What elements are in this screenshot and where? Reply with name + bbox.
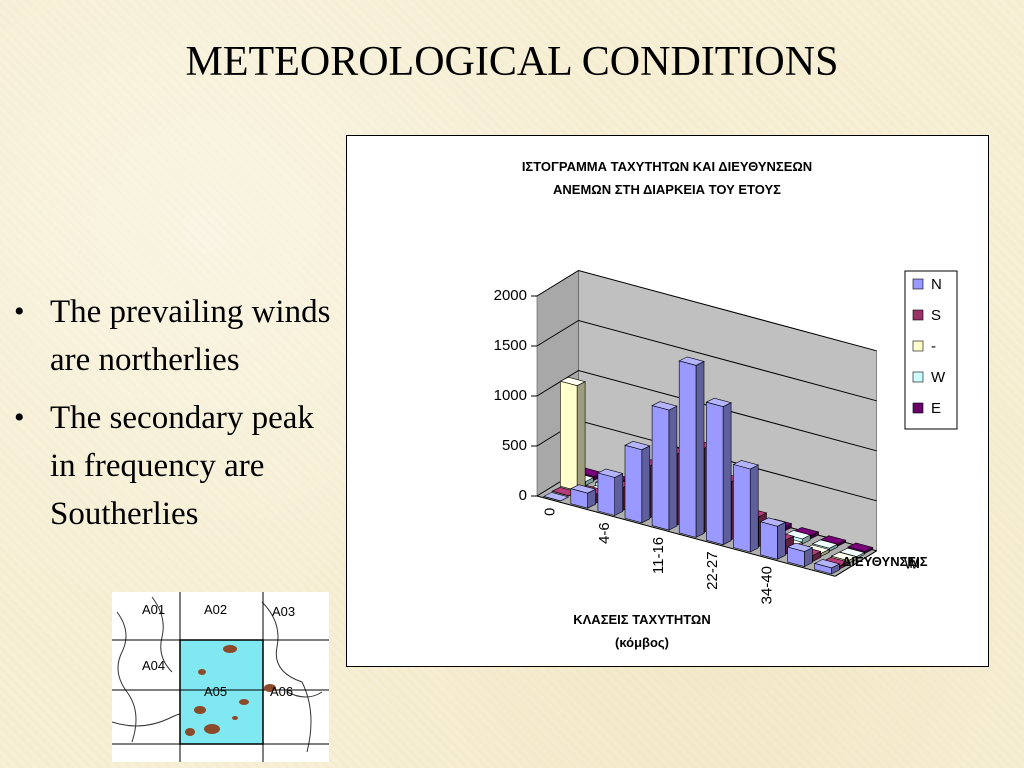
map-label: A06 <box>270 684 293 699</box>
bar-front <box>787 546 805 567</box>
bar-front <box>733 464 751 553</box>
bar-N-34-40 <box>759 517 787 560</box>
map-label: A04 <box>142 658 165 673</box>
legend-label: N <box>931 276 942 293</box>
bar-front <box>651 405 670 531</box>
grid-map-image: A01 A02 A03 A04 A05 A06 <box>112 592 329 762</box>
bar-N-7-10 <box>624 440 651 524</box>
bar-side <box>614 473 624 516</box>
y-tick-label: 2000 <box>494 287 527 304</box>
chart-title: ΙΣΤΟΓΡΑΜΜΑ ΤΑΧΥΤΗΤΩΝ ΚΑΙ ΔΙΕΥΘΥΝΣΕΩΝ <box>522 159 812 174</box>
bar-N-11-16 <box>651 401 678 531</box>
bar-side <box>776 521 786 560</box>
legend-swatch <box>912 278 924 290</box>
bar-N-1-3 <box>569 484 597 509</box>
bar-N-4-6 <box>597 468 624 516</box>
y-tick-label: 1500 <box>494 337 527 354</box>
bar-N-48+ <box>813 559 841 575</box>
x-tick-label: 4-6 <box>596 522 613 544</box>
bullet-list: • The prevailing winds are northerlies • T… <box>12 288 342 548</box>
map-label: A01 <box>142 602 165 617</box>
bar-N-41-47 <box>786 542 814 568</box>
x-tick-label: 22-27 <box>704 551 721 589</box>
gridline <box>536 369 877 452</box>
bar-side <box>749 464 759 553</box>
bar-side <box>695 360 705 538</box>
bar-side <box>641 445 651 524</box>
x-tick-label: 11-16 <box>650 537 667 574</box>
legend-label: S <box>931 307 941 324</box>
legend-label: - <box>931 338 936 355</box>
bar-side <box>668 405 678 531</box>
depth-tick-label: N <box>909 555 920 572</box>
x-axis-title: (κόμβος) <box>615 635 669 650</box>
map-label: A03 <box>272 604 295 619</box>
bar-front <box>570 488 588 509</box>
slide-title: METEOROLOGICAL CONDITIONS <box>185 39 839 85</box>
wind-histogram-chart: ΙΣΤΟΓΡΑΜΜΑ ΤΑΧΥΤΗΤΩΝ ΚΑΙ ΔΙΕΥΘΥΝΣΕΩΝ ΑΝΕΜ… <box>494 159 958 650</box>
legend-label: W <box>931 369 946 386</box>
bar-front <box>814 563 832 575</box>
y-tick-label: 0 <box>519 487 527 504</box>
bar-front <box>705 401 724 546</box>
chart-frame: ΙΣΤΟΓΡΑΜΜΑ ΤΑΧΥΤΗΤΩΝ ΚΑΙ ΔΙΕΥΘΥΝΣΕΩΝ ΑΝΕΜ… <box>346 135 989 667</box>
bullet-text: The secondary peak in frequency are Sout… <box>50 400 314 532</box>
legend-label: E <box>931 400 941 417</box>
bullet-icon: • <box>14 401 25 434</box>
bar-front <box>560 380 578 492</box>
map-label: A02 <box>204 602 227 617</box>
chart-title: ΑΝΕΜΩΝ ΣΤΗ ΔΙΑΡΚΕΙΑ ΤΟΥ ΕΤΟΥΣ <box>553 182 781 197</box>
legend-swatch <box>912 371 924 383</box>
bullet-item: • The secondary peak in frequency are Sou… <box>12 394 342 538</box>
bar-front <box>678 360 697 538</box>
area-map: A01 A02 A03 A04 A05 A06 <box>112 592 329 762</box>
bar-side <box>576 381 586 492</box>
bar-N-17-21 <box>678 356 705 538</box>
bar-front <box>624 444 643 524</box>
bullet-text: The prevailing winds are northerlies <box>50 294 331 378</box>
legend-swatch <box>912 340 924 352</box>
bar-side <box>722 402 732 546</box>
x-axis-title: ΚΛΑΣΕΙΣ ΤΑΧΥΤΗΤΩΝ <box>573 612 711 627</box>
x-axis-line <box>536 495 836 577</box>
legend-swatch <box>912 402 924 414</box>
bullet-item: • The prevailing winds are northerlies <box>12 288 342 384</box>
map-label: A05 <box>204 684 227 699</box>
bar-N-0 <box>542 492 570 502</box>
depth-axis-line <box>834 550 877 577</box>
bar-N-22-27 <box>705 397 732 546</box>
bar---0 <box>559 376 586 492</box>
x-tick-label: 34-40 <box>758 566 775 604</box>
gridline <box>536 269 877 352</box>
bar-front <box>597 472 616 516</box>
gridline <box>536 319 877 402</box>
depth-axis-title: ΔΙΕΥΘΥΝΣΕΙΣ <box>842 554 928 569</box>
bar-N-28-33 <box>732 460 760 553</box>
bar-front <box>543 496 561 502</box>
x-tick-label: 0 <box>542 508 559 516</box>
bar-front <box>551 491 569 497</box>
depth-tick-label: W <box>904 555 919 572</box>
y-tick-label: 1000 <box>494 387 527 404</box>
legend-swatch <box>912 309 924 321</box>
bar-front <box>760 521 778 560</box>
bullet-icon: • <box>14 295 25 328</box>
y-tick-label: 500 <box>502 437 527 454</box>
